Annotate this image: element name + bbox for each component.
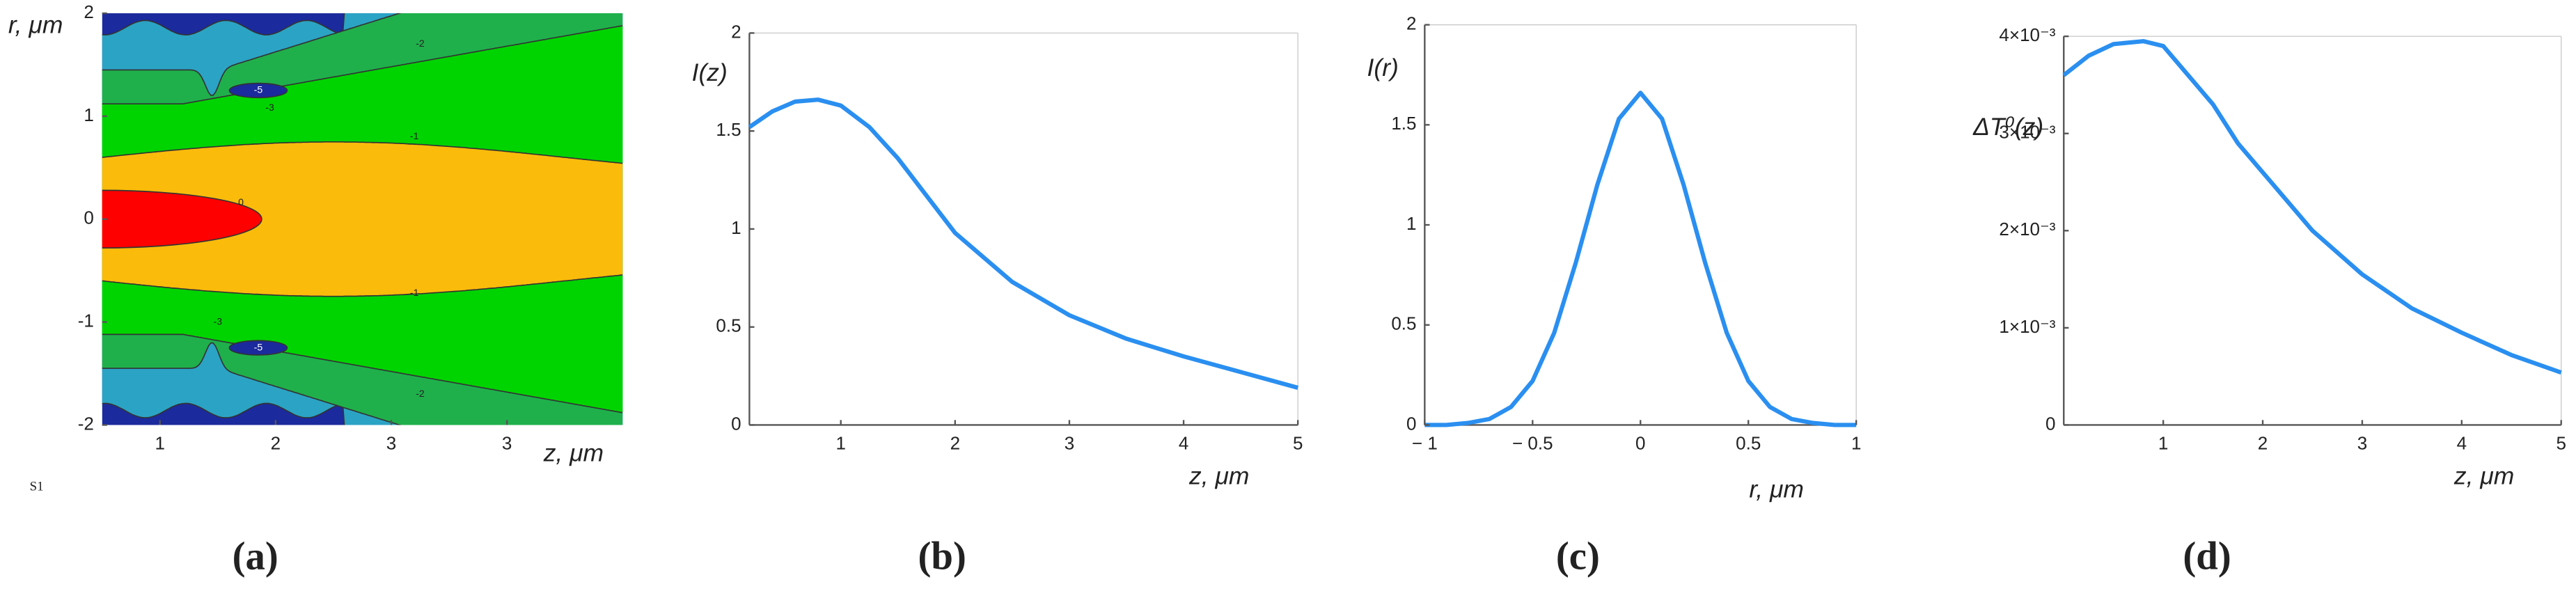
y-tick-label: 0.5 bbox=[1391, 313, 1416, 334]
y-axis-label: ΔT⁰(z) bbox=[1972, 113, 2043, 141]
x-tick-label: 5 bbox=[2556, 433, 2566, 454]
x-tick-label: 2 bbox=[950, 433, 960, 454]
contour-label: -2 bbox=[416, 38, 425, 49]
x-tick-label: 2 bbox=[2258, 433, 2268, 454]
caption: (b) bbox=[918, 534, 966, 578]
y-tick-label: 2 bbox=[1406, 13, 1416, 33]
y-tick-label: 1 bbox=[731, 217, 741, 238]
x-tick-label: − 1 bbox=[1412, 433, 1438, 454]
x-axis-label: z, μm bbox=[1188, 462, 1249, 490]
y-tick-label: 1 bbox=[1406, 213, 1416, 234]
x-tick-label: 4 bbox=[2457, 433, 2467, 454]
data-line bbox=[748, 97, 1299, 390]
x-tick-label: 3 bbox=[502, 433, 512, 454]
data-line bbox=[1424, 91, 1857, 427]
contour-label: 0 bbox=[238, 197, 244, 208]
y-tick-label: 1.5 bbox=[1391, 113, 1416, 134]
caption: (c) bbox=[1556, 534, 1600, 578]
caption: (a) bbox=[233, 534, 278, 578]
y-tick-label: 3×10⁻³ bbox=[1999, 122, 2055, 143]
contour-region bbox=[228, 340, 288, 356]
contour-region bbox=[228, 82, 288, 99]
y-tick-label: -2 bbox=[78, 413, 94, 434]
contour-label: -1 bbox=[410, 131, 419, 142]
y-tick-label: 0.5 bbox=[716, 315, 741, 336]
y-tick-label: 2 bbox=[84, 1, 93, 22]
x-axis-label: z, μm bbox=[2453, 462, 2514, 490]
y-tick-label: 2×10⁻³ bbox=[1999, 219, 2055, 239]
x-tick-label: 1 bbox=[155, 433, 165, 454]
x-axis-label: z, μm bbox=[543, 439, 604, 466]
contour-label: -5 bbox=[254, 85, 263, 96]
contour-plot bbox=[102, 13, 623, 425]
y-tick-label: 1.5 bbox=[716, 119, 741, 140]
x-tick-label: 4 bbox=[1179, 433, 1188, 454]
x-axis-label: r, μm bbox=[1749, 475, 1804, 503]
y-tick-label: -1 bbox=[78, 310, 94, 331]
y-tick-label: 0 bbox=[2045, 413, 2055, 434]
x-tick-label: 3 bbox=[2357, 433, 2367, 454]
x-tick-label: 3 bbox=[1065, 433, 1074, 454]
x-tick-label: 5 bbox=[1293, 433, 1303, 454]
note: S1 bbox=[30, 480, 44, 494]
y-axis-label: I(r) bbox=[1367, 54, 1399, 81]
contour-label: -2 bbox=[416, 388, 425, 400]
x-tick-label: 1 bbox=[2158, 433, 2168, 454]
y-axis-label: I(z) bbox=[692, 58, 728, 86]
contour-label: -1 bbox=[410, 288, 419, 299]
y-tick-label: 1 bbox=[84, 104, 93, 125]
data-line bbox=[2062, 39, 2562, 375]
y-tick-label: 0 bbox=[1406, 413, 1416, 434]
contour-label: -3 bbox=[213, 316, 222, 327]
contour-label: -3 bbox=[265, 102, 274, 113]
x-tick-label: 0 bbox=[1635, 433, 1645, 454]
y-tick-label: 0 bbox=[731, 413, 741, 434]
y-tick-label: 1×10⁻³ bbox=[1999, 316, 2055, 337]
x-tick-label: 3 bbox=[386, 433, 396, 454]
y-tick-label: 2 bbox=[731, 21, 741, 42]
y-axis-label: r, μm bbox=[8, 10, 63, 38]
x-tick-label: 2 bbox=[271, 433, 281, 454]
contour-region bbox=[102, 189, 262, 249]
x-tick-label: 1 bbox=[835, 433, 845, 454]
x-tick-label: − 0.5 bbox=[1512, 433, 1553, 454]
x-tick-label: 0.5 bbox=[1736, 433, 1761, 454]
contour-region bbox=[102, 141, 623, 297]
y-tick-label: 4×10⁻³ bbox=[1999, 24, 2055, 45]
y-tick-label: 0 bbox=[84, 207, 93, 228]
x-tick-label: 1 bbox=[1851, 433, 1861, 454]
caption: (d) bbox=[2183, 534, 2231, 578]
contour-label: -5 bbox=[254, 342, 263, 353]
